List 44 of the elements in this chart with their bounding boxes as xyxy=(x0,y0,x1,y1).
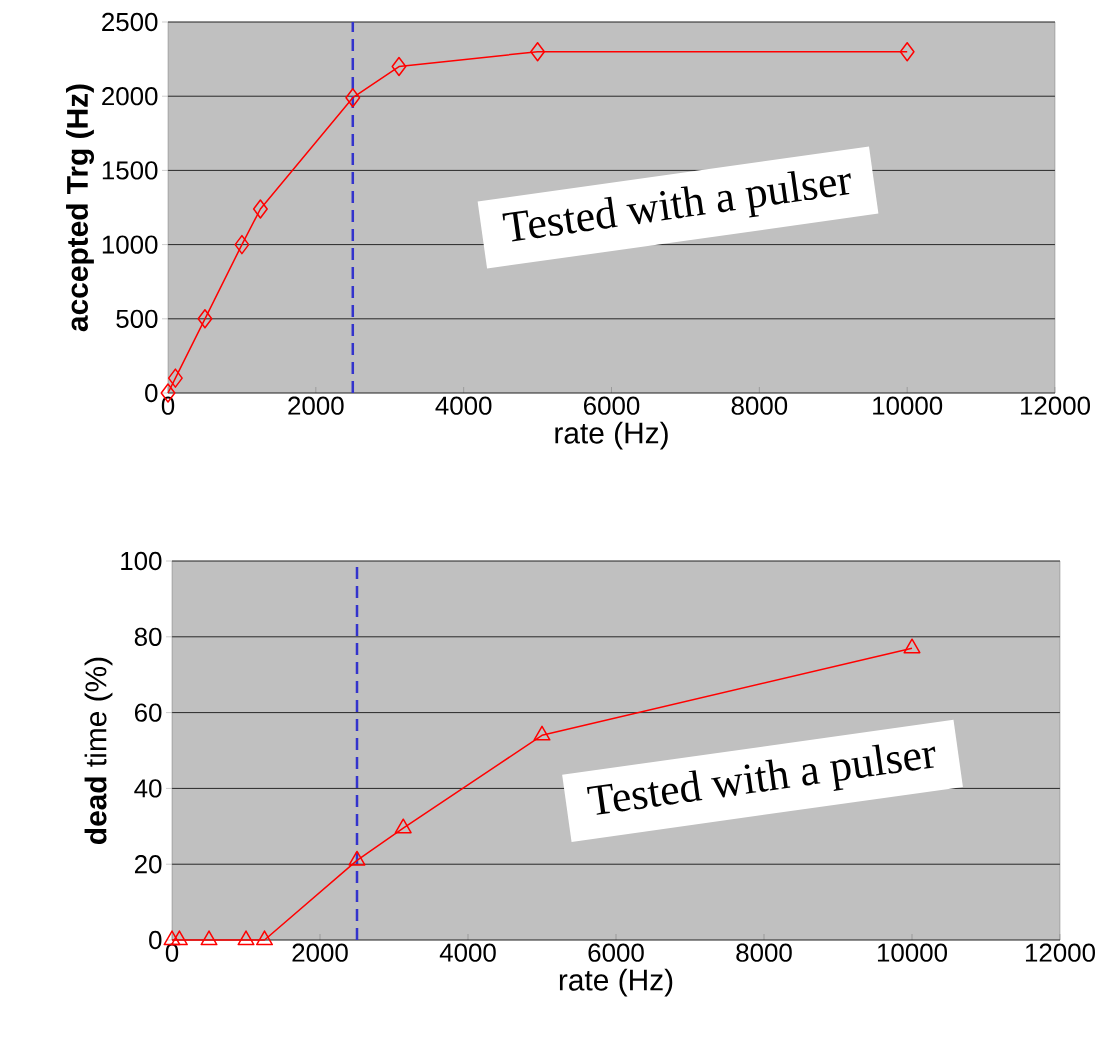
y-tick-label: 1500 xyxy=(102,161,158,180)
y-tick-label: 100 xyxy=(121,551,162,571)
x-tick-label: 10000 xyxy=(873,396,943,415)
x-tick-label: 2000 xyxy=(288,396,344,415)
point xyxy=(234,234,250,255)
x-tick-label: 10000 xyxy=(877,943,947,962)
point xyxy=(237,930,255,946)
point xyxy=(530,41,546,62)
point xyxy=(255,930,274,946)
y-tick-label: 2500 xyxy=(102,12,158,32)
x-tick-label: 12000 xyxy=(1025,943,1095,962)
point xyxy=(252,199,268,219)
x-axis-title: rate (Hz) xyxy=(555,421,668,450)
point xyxy=(391,56,407,77)
x-tick-label: 12000 xyxy=(1020,396,1090,415)
x-tick-label: 8000 xyxy=(731,396,788,415)
y-axis-title: accepted Trg (Hz) xyxy=(66,84,95,332)
point xyxy=(903,638,921,654)
x-tick-label: 8000 xyxy=(736,943,792,962)
point xyxy=(533,725,551,741)
annotation: Tested with a pulser xyxy=(586,744,936,815)
y-tick-label: 80 xyxy=(134,627,162,646)
annotation: Tested with a pulser xyxy=(502,171,851,242)
y-tick-label: 500 xyxy=(116,309,158,328)
point xyxy=(899,41,915,62)
point xyxy=(200,930,218,946)
point xyxy=(348,850,366,866)
x-axis-title: rate (Hz) xyxy=(559,968,673,997)
point xyxy=(394,818,412,834)
x-tick-label: 6000 xyxy=(588,943,644,962)
y-tick-label: 2000 xyxy=(102,87,158,106)
point xyxy=(197,309,213,329)
point xyxy=(167,368,183,388)
x-tick-label: 4000 xyxy=(439,943,496,962)
y-tick-label: 20 xyxy=(134,855,162,874)
y-tick-label: 60 xyxy=(134,703,162,722)
y-tick-label: 1000 xyxy=(102,235,158,254)
x-tick-label: 4000 xyxy=(435,396,492,415)
y-tick-label: 40 xyxy=(134,779,162,798)
x-tick-label: 0 xyxy=(161,396,175,415)
x-tick-label: 6000 xyxy=(584,396,640,415)
y-axis-title: dead time (%) xyxy=(84,657,113,844)
x-tick-label: 2000 xyxy=(292,943,348,962)
point xyxy=(345,87,361,108)
